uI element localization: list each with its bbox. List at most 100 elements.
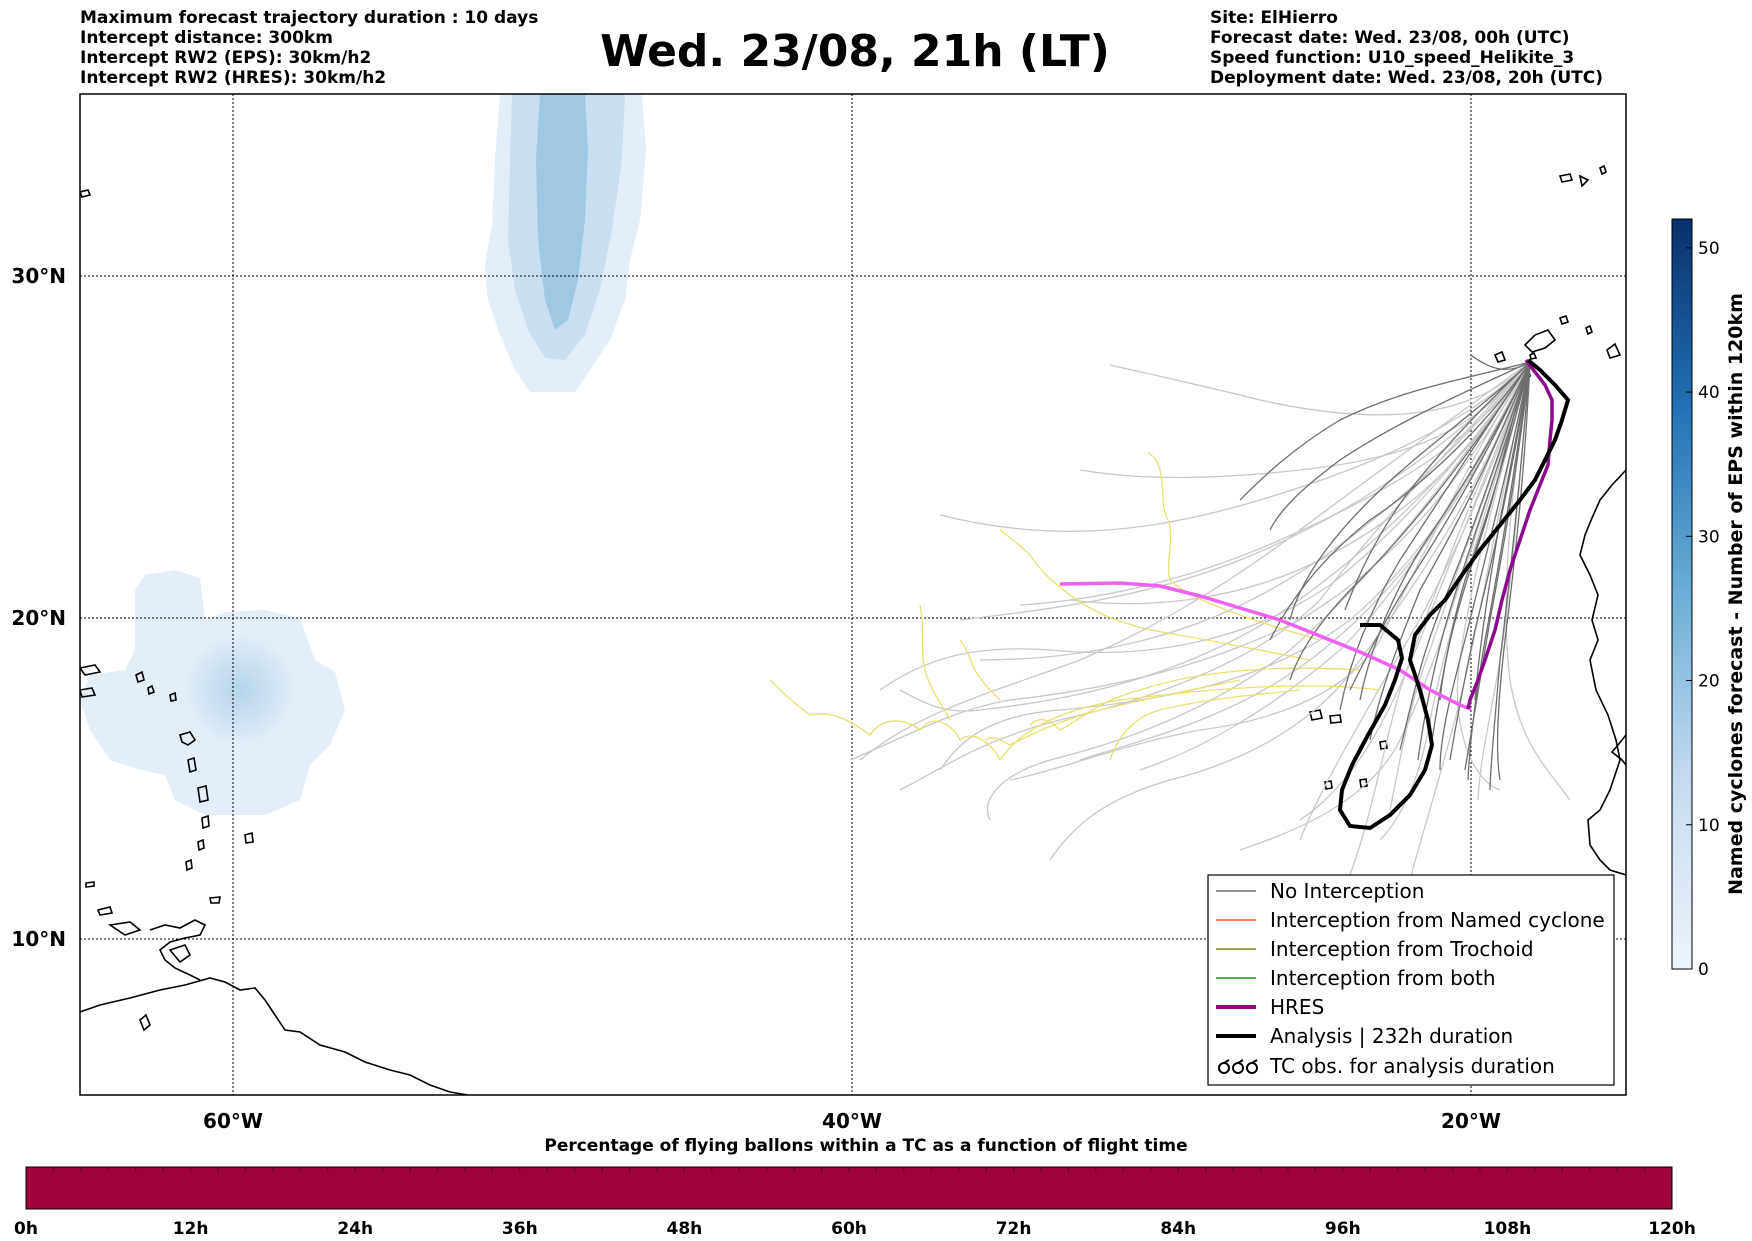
island-azores-2 [1578,174,1590,188]
colorbar: 0 10 20 30 40 50 Named cyclones forecast - Nu… [1671,218,1747,980]
island-small-1 [85,881,95,888]
timebar-tick-label-36h: 36h [502,1219,538,1239]
dark-track-8 [1289,361,1531,621]
yellow-track-4 [999,529,1311,661]
dark-track-15 [1449,361,1531,761]
header-line-site: Site: ElHierro [1210,8,1338,28]
light-track-14 [1109,361,1531,416]
legend-label-named-cyclone: Interception from Named cyclone [1270,908,1605,932]
dark-track-20 [1469,354,1531,370]
island-martinique [197,785,209,803]
yellow-track-8 [919,604,951,721]
timebar-title: Percentage of flying ballons within a TC… [544,1136,1187,1156]
header-info-left: Maximum forecast trajectory duration : 1… [80,8,538,88]
legend: No Interception Interception from Named … [1207,874,1615,1086]
island-madeira [1606,342,1622,359]
hres-track [1466,358,1554,710]
island-cape-verde-4 [1359,778,1368,788]
light-track-4 [939,361,1531,532]
coastline-africa [1579,469,1626,876]
eps-density-blob-north-inner [536,94,588,330]
lat-tick-30n: 30°N [11,264,66,288]
island-puerto-rico-edge [80,189,92,198]
dark-track-1 [1369,361,1531,741]
timebar-tick-label-120h: 120h [1648,1219,1696,1239]
island-azores-3 [1599,164,1607,176]
legend-label-analysis: Analysis | 232h duration [1270,1024,1513,1048]
island-azores-1 [1558,173,1574,183]
coastline-south-america [80,977,469,1095]
light-track-3 [1009,361,1531,781]
dark-track-2 [1417,361,1531,761]
island-leeward-2 [147,684,155,696]
legend-label-trochoid: Interception from Trochoid [1270,937,1534,961]
header-line-deployment-date: Deployment date: Wed. 23/08, 20h (UTC) [1210,68,1604,88]
timebar-tick-label-108h: 108h [1484,1219,1532,1239]
island-cape-verde-1 [1309,709,1323,721]
island-canary-1 [1523,329,1557,353]
yellow-track-6 [984,679,1241,746]
coastline-paria [107,921,142,936]
yellow-track-2 [1029,667,1361,731]
island-cape-verde-3 [1379,740,1388,750]
light-track-27 [1079,361,1531,479]
timebar-tick-label-84h: 84h [1160,1219,1196,1239]
coastlines [80,164,1626,1095]
colorbar-tick-label-0: 0 [1698,960,1709,980]
timebar: Percentage of flying ballons within a TC… [14,1136,1696,1239]
island-small-2 [139,1013,151,1032]
colorbar-tick-label-10: 10 [1698,816,1720,836]
light-track-16 [1049,361,1531,861]
dark-track-22 [1289,361,1531,681]
timebar-tick-label-12h: 12h [173,1219,209,1239]
light-track-6 [1389,361,1531,811]
eps-density-field [80,94,646,815]
yellow-track-7 [959,639,1001,701]
island-canary-5 [1585,324,1593,336]
dark-track-19 [1344,361,1531,611]
header-line-intercept-distance: Intercept distance: 300km [80,28,333,48]
island-leeward-1 [135,670,145,684]
header-line-intercept-hres: Intercept RW2 (HRES): 30km/h2 [80,68,387,88]
lat-tick-10n: 10°N [11,927,66,951]
dark-track-6 [1269,361,1531,641]
header-line-max-duration: Maximum forecast trajectory duration : 1… [80,8,539,28]
header-line-intercept-eps: Intercept RW2 (EPS): 30km/h2 [80,48,372,68]
yellow-track-1 [769,679,1381,762]
light-track-22 [1079,361,1531,761]
dark-track-21 [1474,361,1531,701]
lon-tick-40w: 40°W [822,1109,882,1133]
lon-tick-20w: 20°W [1441,1109,1501,1133]
dark-track-12 [1464,361,1531,771]
legend-swatch-tc-obs [1218,1059,1258,1074]
dark-track-18 [1439,361,1531,701]
island-cape-verde-5 [1324,780,1333,790]
colorbar-tick-label-50: 50 [1698,239,1720,259]
timebar-tick-label-72h: 72h [996,1219,1032,1239]
light-track-5 [879,361,1531,691]
colorbar-ticks: 0 10 20 30 40 50 [1686,239,1720,980]
island-hierro [1529,351,1538,360]
timebar-tick-label-96h: 96h [1325,1219,1361,1239]
island-dominica [187,756,197,774]
colorbar-gradient [1671,218,1693,970]
pink-track [1059,581,1472,711]
island-canary-2 [1493,350,1507,363]
timebar-fill [25,1166,1673,1210]
coastline-venezuela [149,919,207,981]
light-track-21 [899,361,1531,712]
tc-obs-symbol-tails [1223,1059,1258,1064]
header-line-forecast-date: Forecast date: Wed. 23/08, 00h (UTC) [1210,28,1570,48]
light-track-26 [959,361,1531,621]
island-st-vincent [197,838,205,852]
header-info-right: Site: ElHierro Forecast date: Wed. 23/08… [1210,8,1603,88]
legend-label-both: Interception from both [1270,966,1496,990]
light-track-28 [986,361,1531,821]
island-aruba [96,906,114,916]
colorbar-tick-label-20: 20 [1698,672,1720,692]
timebar-tick-label-0h: 0h [14,1219,38,1239]
analysis-track [1337,358,1571,831]
header-line-speed-function: Speed function: U10_speed_Helikite_3 [1210,48,1575,68]
light-track-10 [1299,361,1531,821]
